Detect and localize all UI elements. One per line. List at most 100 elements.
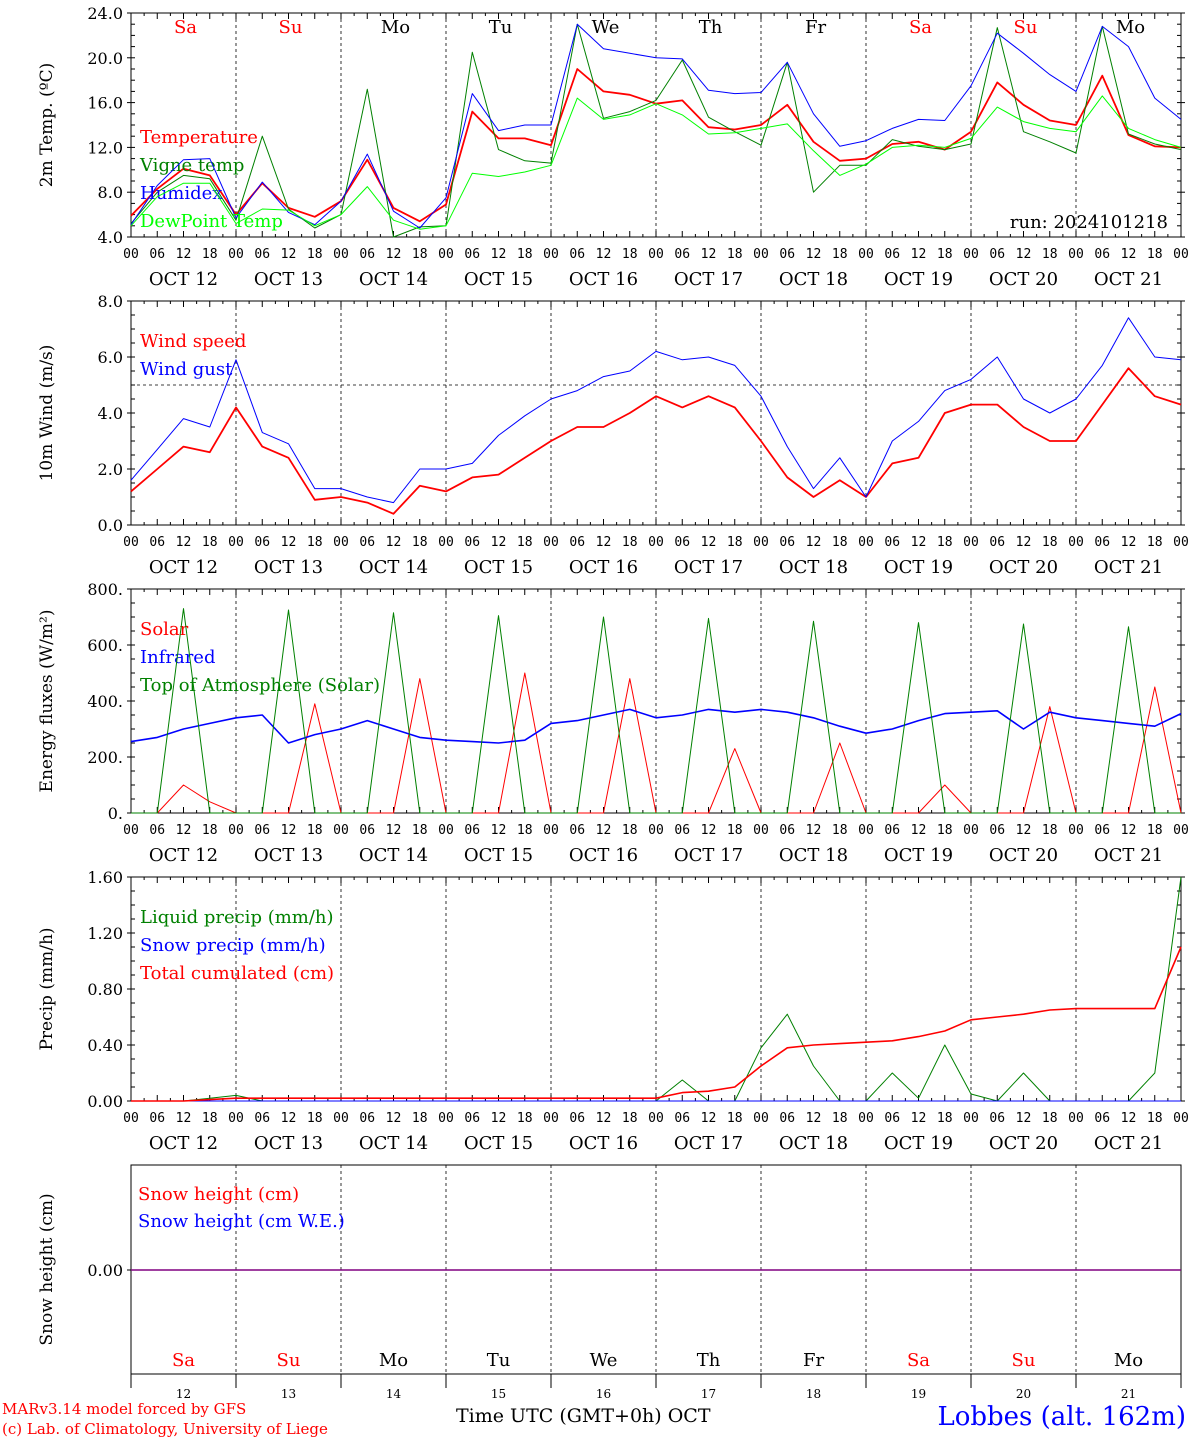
hour-tick-label: 00 xyxy=(963,823,979,838)
weekday-label: Tu xyxy=(487,1350,511,1371)
hour-tick-label: 06 xyxy=(1094,535,1110,550)
y-tick-label: 800. xyxy=(87,580,123,599)
hour-tick-label: 06 xyxy=(989,823,1005,838)
hour-tick-label: 12 xyxy=(701,535,717,550)
day-label: OCT 21 xyxy=(1094,845,1163,866)
hour-tick-label: 06 xyxy=(569,247,585,262)
hour-tick-label: 12 xyxy=(281,823,297,838)
legend-entry: Total cumulated (cm) xyxy=(140,963,334,984)
hour-tick-label: 00 xyxy=(1068,823,1084,838)
hour-tick-label: 00 xyxy=(753,247,769,262)
hour-tick-label: 18 xyxy=(1042,823,1058,838)
day-label: OCT 17 xyxy=(674,1133,743,1154)
series-total-cumulated-cm- xyxy=(131,946,1182,1102)
day-label: OCT 16 xyxy=(569,845,638,866)
hour-tick-label: 00 xyxy=(333,823,349,838)
model-credit: MARv3.14 model forced by GFS xyxy=(2,1400,247,1418)
y-tick-label: 400. xyxy=(87,692,123,711)
hour-tick-label: 00 xyxy=(333,247,349,262)
day-label: OCT 14 xyxy=(359,557,428,578)
hour-tick-label: 12 xyxy=(386,1111,402,1126)
hour-tick-label: 06 xyxy=(359,247,375,262)
legend-entry: Solar xyxy=(140,619,189,640)
day-label: OCT 15 xyxy=(464,845,533,866)
y-tick-label: 8.0 xyxy=(98,183,123,202)
weekday-label: Su xyxy=(279,17,303,38)
series-infrared xyxy=(130,708,1182,744)
hour-tick-label: 12 xyxy=(386,535,402,550)
day-label: OCT 19 xyxy=(884,269,953,290)
hour-tick-label: 06 xyxy=(779,823,795,838)
day-number: 18 xyxy=(806,1387,821,1401)
hour-tick-label: 12 xyxy=(596,247,612,262)
hour-tick-label: 06 xyxy=(674,1111,690,1126)
hour-tick-label: 00 xyxy=(123,247,139,262)
legend-entry: Wind speed xyxy=(140,331,246,352)
y-tick-label: 0.00 xyxy=(87,1092,123,1111)
y-tick-label: 4.0 xyxy=(98,228,123,247)
hour-tick-label: 00 xyxy=(1173,823,1189,838)
hour-tick-label: 00 xyxy=(963,1111,979,1126)
hour-tick-label: 12 xyxy=(491,1111,507,1126)
day-number: 13 xyxy=(281,1387,296,1401)
hour-tick-label: 18 xyxy=(622,247,638,262)
hour-tick-label: 12 xyxy=(1121,823,1137,838)
hour-tick-label: 06 xyxy=(359,1111,375,1126)
day-label: OCT 19 xyxy=(884,1133,953,1154)
hour-tick-label: 18 xyxy=(307,1111,323,1126)
hour-tick-label: 12 xyxy=(596,823,612,838)
hour-tick-label: 00 xyxy=(1068,1111,1084,1126)
hour-tick-label: 12 xyxy=(491,823,507,838)
hour-tick-label: 06 xyxy=(359,535,375,550)
hour-tick-label: 06 xyxy=(674,823,690,838)
hour-tick-label: 00 xyxy=(648,1111,664,1126)
weekday-label: Sa xyxy=(907,1350,930,1371)
day-number: 14 xyxy=(386,1387,402,1401)
hour-tick-label: 00 xyxy=(543,247,559,262)
hour-tick-label: 12 xyxy=(1016,1111,1032,1126)
hour-tick-label: 18 xyxy=(1042,247,1058,262)
hour-tick-label: 18 xyxy=(937,247,953,262)
hour-tick-label: 00 xyxy=(753,823,769,838)
y-tick-label: 600. xyxy=(87,636,123,655)
series-wind-speed xyxy=(130,367,1182,515)
weekday-label: Su xyxy=(1012,1350,1036,1371)
hour-tick-label: 00 xyxy=(648,535,664,550)
hour-tick-label: 18 xyxy=(307,823,323,838)
hour-tick-label: 12 xyxy=(386,247,402,262)
hour-tick-label: 18 xyxy=(832,535,848,550)
hour-tick-label: 12 xyxy=(281,535,297,550)
hour-tick-label: 00 xyxy=(123,535,139,550)
panel-3-frame xyxy=(130,588,1182,814)
hour-tick-label: 00 xyxy=(648,823,664,838)
weekday-label: Tu xyxy=(489,17,513,38)
hour-tick-label: 18 xyxy=(937,823,953,838)
hour-tick-label: 06 xyxy=(569,1111,585,1126)
hour-tick-label: 18 xyxy=(307,535,323,550)
weekday-label: We xyxy=(592,17,620,38)
y-tick-label: 8.0 xyxy=(98,292,123,311)
day-label: OCT 20 xyxy=(989,845,1058,866)
hour-tick-label: 12 xyxy=(491,535,507,550)
day-label: OCT 12 xyxy=(149,269,218,290)
hour-tick-label: 12 xyxy=(281,1111,297,1126)
day-label: OCT 16 xyxy=(569,1133,638,1154)
day-number: 12 xyxy=(176,1387,191,1401)
hour-tick-label: 18 xyxy=(1042,1111,1058,1126)
hour-tick-label: 06 xyxy=(254,247,270,262)
hour-tick-label: 00 xyxy=(1068,535,1084,550)
hour-tick-label: 12 xyxy=(911,535,927,550)
hour-tick-label: 06 xyxy=(779,535,795,550)
panel-2-frame xyxy=(130,300,1182,526)
day-label: OCT 20 xyxy=(989,269,1058,290)
day-number: 21 xyxy=(1121,1387,1136,1401)
station-name: Lobbes (alt. 162m) xyxy=(937,1402,1186,1432)
weekday-label: Su xyxy=(1014,17,1038,38)
hour-tick-label: 00 xyxy=(753,535,769,550)
day-number: 16 xyxy=(596,1387,611,1401)
hour-tick-label: 12 xyxy=(176,823,192,838)
hour-tick-label: 18 xyxy=(1147,247,1163,262)
hour-tick-label: 18 xyxy=(622,1111,638,1126)
hour-tick-label: 06 xyxy=(569,823,585,838)
day-label: OCT 14 xyxy=(359,1133,428,1154)
